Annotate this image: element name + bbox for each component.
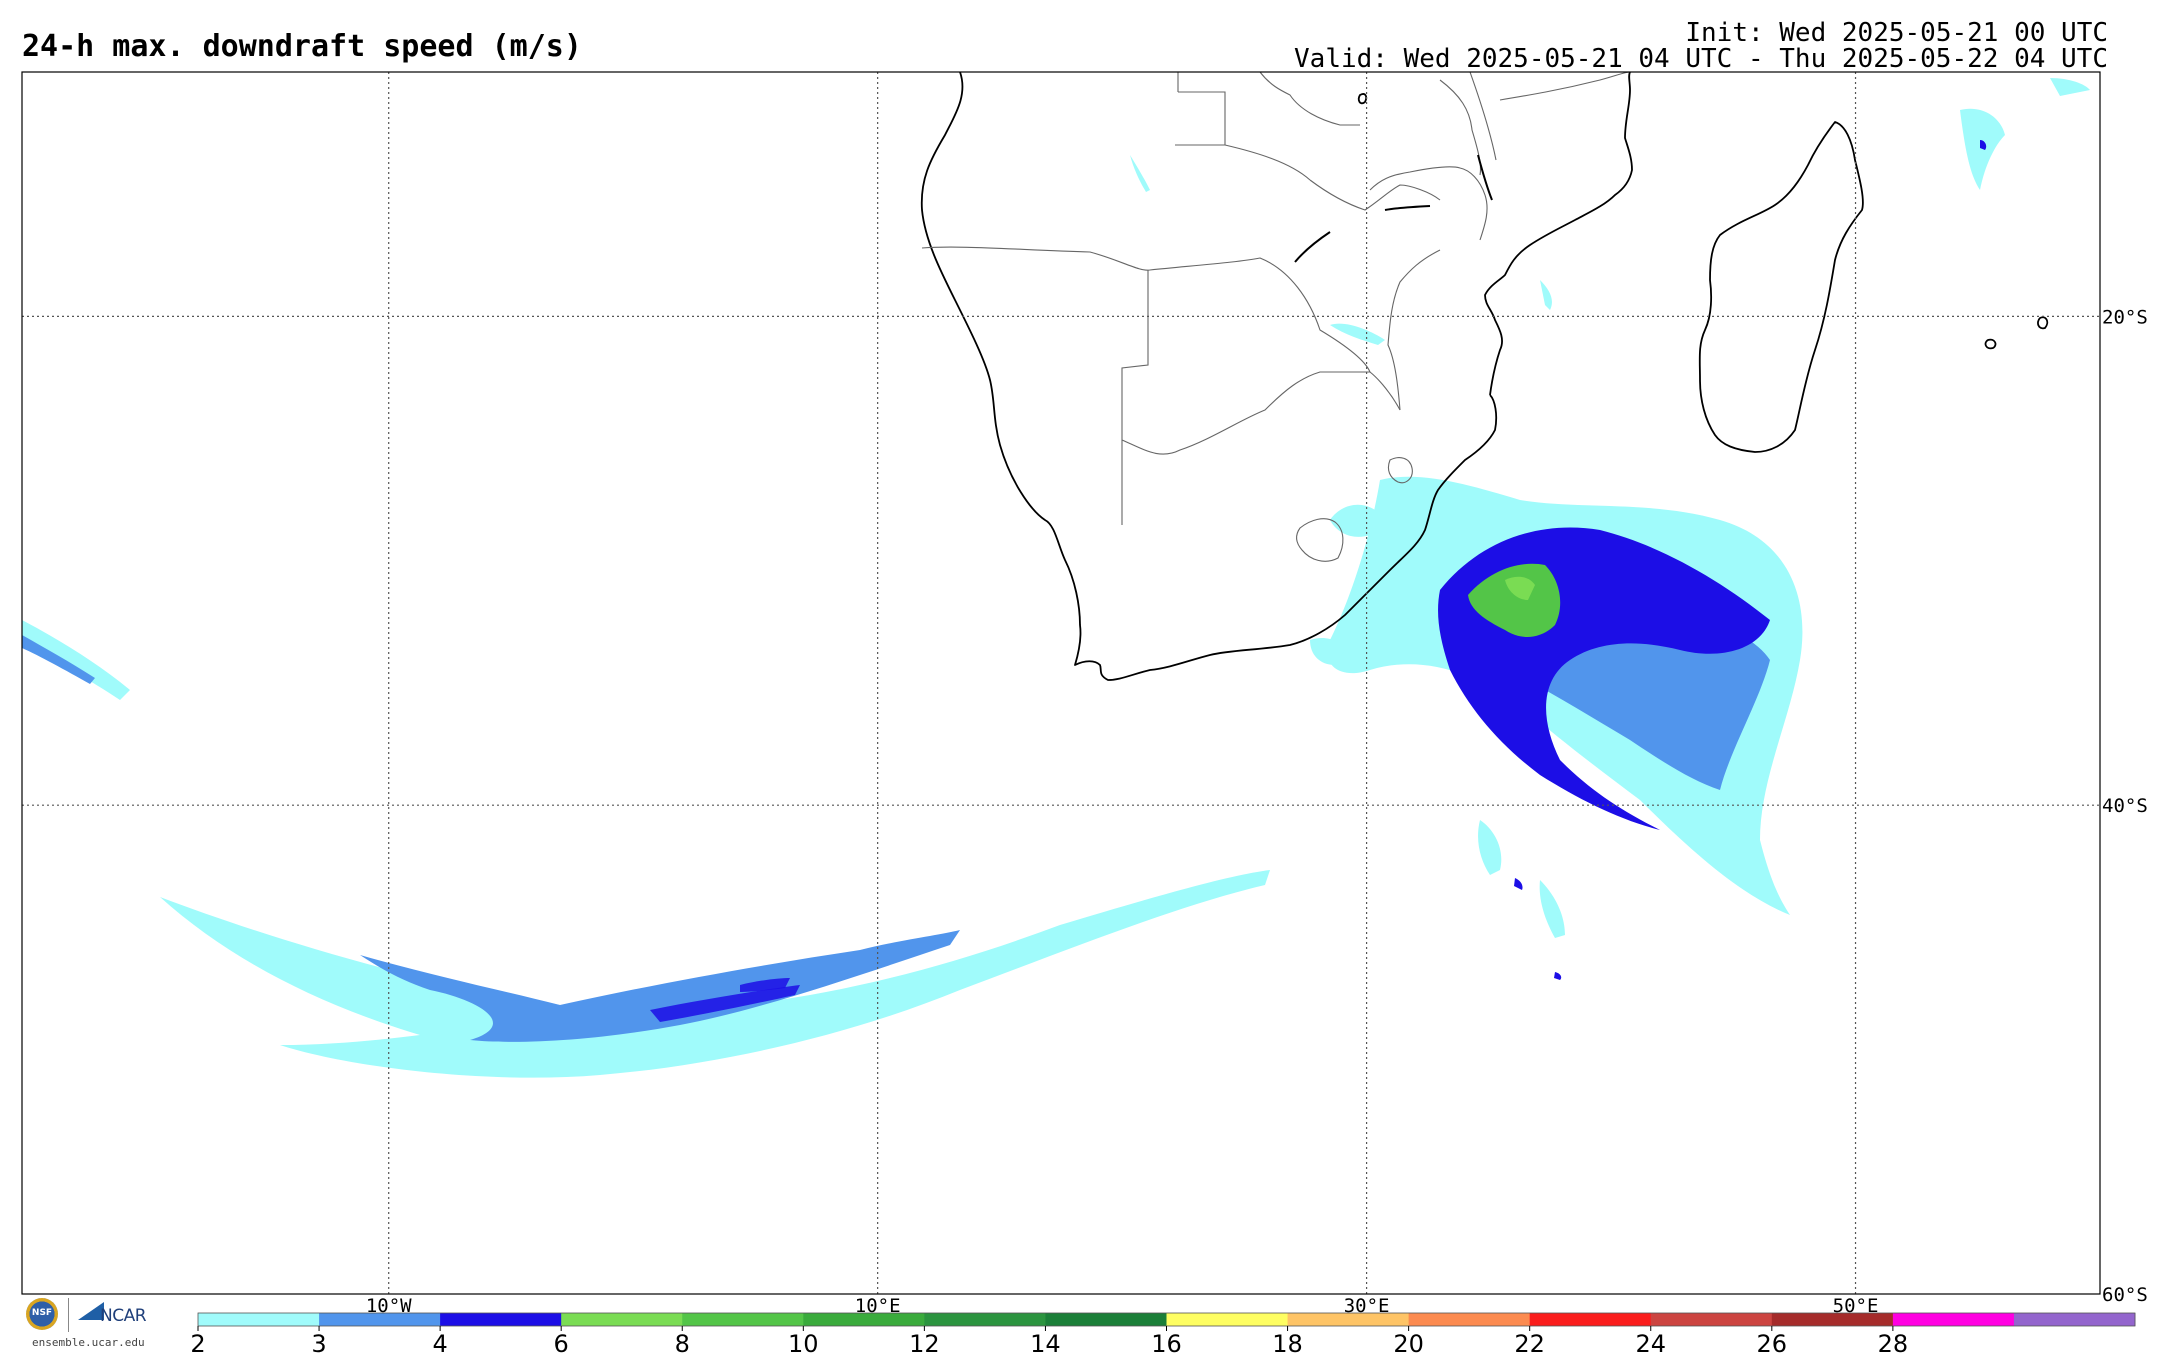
colorbar-swatch bbox=[1408, 1313, 1531, 1326]
border-south-africa-north bbox=[1121, 371, 1401, 455]
colorbar-swatch bbox=[319, 1313, 441, 1326]
logo-divider bbox=[68, 1298, 69, 1332]
border-mozambique bbox=[1369, 166, 1488, 241]
border-tanzania-mozambique bbox=[1499, 72, 1631, 101]
graticule-labels: 10°W 10°E 30°E 50°E 20°S 40°S 60°S bbox=[366, 306, 2148, 1317]
time-info: Init: Wed 2025-05-21 00 UTC Valid: Wed 2… bbox=[1294, 20, 2108, 72]
shading-band-light-south-atlantic bbox=[160, 870, 1270, 1078]
longitude-label: 10°W bbox=[366, 1295, 412, 1317]
colorbar-tick-label: 3 bbox=[311, 1330, 326, 1354]
map-title: 24-h max. downdraft speed (m/s) bbox=[22, 29, 582, 64]
longitude-label: 30°E bbox=[1344, 1295, 1390, 1317]
shading-band-mid-south-atlantic bbox=[360, 930, 960, 1042]
ncar-logo-mark bbox=[78, 1302, 104, 1320]
lakes-and-rivers bbox=[1294, 154, 1493, 263]
colorbar-tick-label: 4 bbox=[432, 1330, 447, 1354]
coastline-africa-east bbox=[1484, 72, 1633, 396]
colorbar-tick-label: 18 bbox=[1272, 1330, 1303, 1354]
colorbar-tick-label: 14 bbox=[1030, 1330, 1061, 1354]
colorbar-swatch bbox=[1771, 1313, 1894, 1326]
country-borders bbox=[921, 72, 1631, 562]
colorbar-tick-label: 28 bbox=[1878, 1330, 1909, 1354]
colorbar-swatch bbox=[198, 1313, 320, 1326]
nsf-logo bbox=[26, 1298, 58, 1330]
coastline-madagascar bbox=[1698, 121, 1864, 453]
border-drc bbox=[1177, 72, 1360, 126]
shading-streak-west-mid bbox=[22, 635, 95, 684]
lake-malawi bbox=[1477, 154, 1493, 201]
colorbar-swatch bbox=[803, 1313, 925, 1326]
lake-tanganyika-tip bbox=[1384, 205, 1431, 211]
nsf-logo-text: NSF bbox=[31, 1308, 53, 1318]
border-swaziland bbox=[1387, 457, 1413, 484]
border-lesotho bbox=[1295, 518, 1344, 562]
colorbar-swatch bbox=[1045, 1313, 1167, 1326]
coastline-lake bbox=[1357, 93, 1368, 105]
colorbar-swatch bbox=[2013, 1313, 2136, 1326]
downdraft-speed-field bbox=[22, 78, 2090, 1078]
shading-band-dark-south-atlantic bbox=[650, 985, 800, 1022]
colorbar-swatch bbox=[924, 1313, 1046, 1326]
coastlines bbox=[920, 72, 2049, 681]
colorbar-swatch bbox=[561, 1313, 683, 1326]
latitude-label: 20°S bbox=[2102, 306, 2148, 328]
border-malawi-tanzania bbox=[1439, 72, 1497, 176]
border-zambia bbox=[1175, 91, 1311, 181]
border-namibia-botswana bbox=[1121, 270, 1149, 525]
colorbar-tick-label: 8 bbox=[675, 1330, 690, 1354]
colorbar-tick-label: 24 bbox=[1635, 1330, 1666, 1354]
init-time: Init: Wed 2025-05-21 00 UTC bbox=[1685, 18, 2108, 48]
valid-time: Valid: Wed 2025-05-21 04 UTC - Thu 2025-… bbox=[1294, 44, 2108, 74]
colorbar-swatch bbox=[682, 1313, 804, 1326]
shading-southeast-africa-green bbox=[1468, 563, 1561, 637]
logos: NSF NCAR ensemble.ucar.edu bbox=[22, 1298, 162, 1349]
ensemble-url: ensemble.ucar.edu bbox=[32, 1336, 145, 1349]
latitude-label: 60°S bbox=[2102, 1284, 2148, 1306]
shading-southeast-africa-green-2 bbox=[1505, 576, 1535, 600]
colorbar-swatch bbox=[1166, 1313, 1289, 1326]
border-botswana-zimbabwe bbox=[1149, 257, 1371, 373]
longitude-label: 10°E bbox=[855, 1295, 901, 1317]
ncar-logo-text: NCAR bbox=[100, 1306, 147, 1326]
colorbar-tick-label: 2 bbox=[190, 1330, 205, 1354]
colorbar: 2 3 4 6 8 10 12 14 16 18 20 22 24 26 28 bbox=[190, 1312, 2136, 1354]
border-zambia-east bbox=[1309, 179, 1441, 211]
colorbar-tick-label: 12 bbox=[909, 1330, 940, 1354]
colorbar-swatch bbox=[1529, 1313, 1652, 1326]
colorbar-swatch bbox=[440, 1313, 562, 1326]
shading-band-dark-south-atlantic-2 bbox=[740, 978, 790, 992]
colorbar-swatch bbox=[1892, 1313, 2015, 1326]
colorbar-swatch bbox=[1650, 1313, 1773, 1326]
border-zimbabwe-mozambique bbox=[1387, 249, 1441, 411]
colorbar-tick-label: 16 bbox=[1151, 1330, 1182, 1354]
border-angola-namibia bbox=[921, 246, 1151, 271]
colorbar-tick-label: 26 bbox=[1757, 1330, 1788, 1354]
colorbar-tick-label: 6 bbox=[554, 1330, 569, 1354]
coastline-africa-west bbox=[920, 72, 1498, 681]
longitude-label: 50°E bbox=[1833, 1295, 1879, 1317]
colorbar-tick-label: 22 bbox=[1514, 1330, 1545, 1354]
colorbar-swatch bbox=[1287, 1313, 1410, 1326]
latitude-label: 40°S bbox=[2102, 795, 2148, 817]
colorbar-tick-label: 20 bbox=[1393, 1330, 1424, 1354]
map-frame bbox=[21, 71, 2101, 1295]
coastline-small-islands bbox=[1984, 316, 2049, 350]
graticule bbox=[22, 72, 2100, 1294]
colorbar-tick-label: 10 bbox=[788, 1330, 819, 1354]
shading-streak-west bbox=[22, 620, 130, 700]
lake-kariba bbox=[1294, 231, 1331, 263]
map-plot-area bbox=[22, 72, 2090, 1078]
